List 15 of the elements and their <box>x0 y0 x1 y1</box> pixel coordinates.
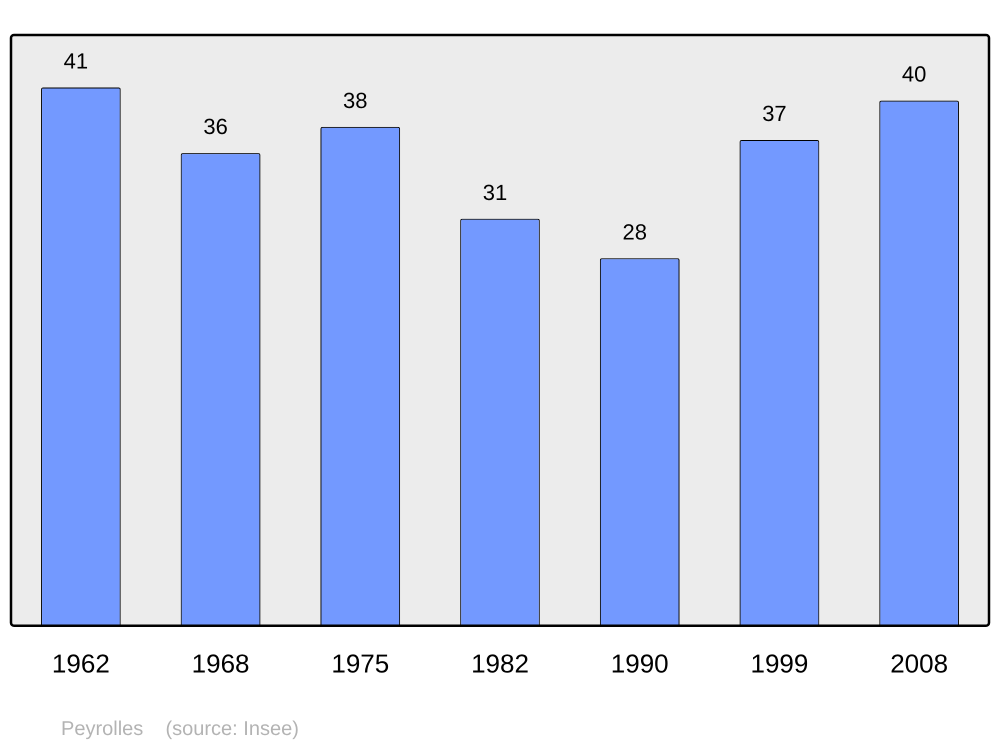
text: Peyrolles (source: Insee) <box>61 718 299 741</box>
data-label: 40 <box>902 62 926 87</box>
data-label: 38 <box>343 88 368 113</box>
x-tick-label: 1975 <box>331 648 390 679</box>
data-label: 37 <box>762 101 787 126</box>
data-label: 28 <box>622 219 647 244</box>
x-tick-label: 1982 <box>471 648 529 679</box>
data-label: 41 <box>64 48 88 74</box>
data-label: 36 <box>203 114 228 140</box>
data-label: 31 <box>482 180 508 205</box>
x-tick-label: 1968 <box>192 648 250 679</box>
x-tick-label: 1999 <box>750 648 808 679</box>
x-tick-label: 1990 <box>610 648 669 679</box>
x-tick-label: 1962 <box>52 648 110 679</box>
x-tick-label: 2008 <box>890 648 948 679</box>
